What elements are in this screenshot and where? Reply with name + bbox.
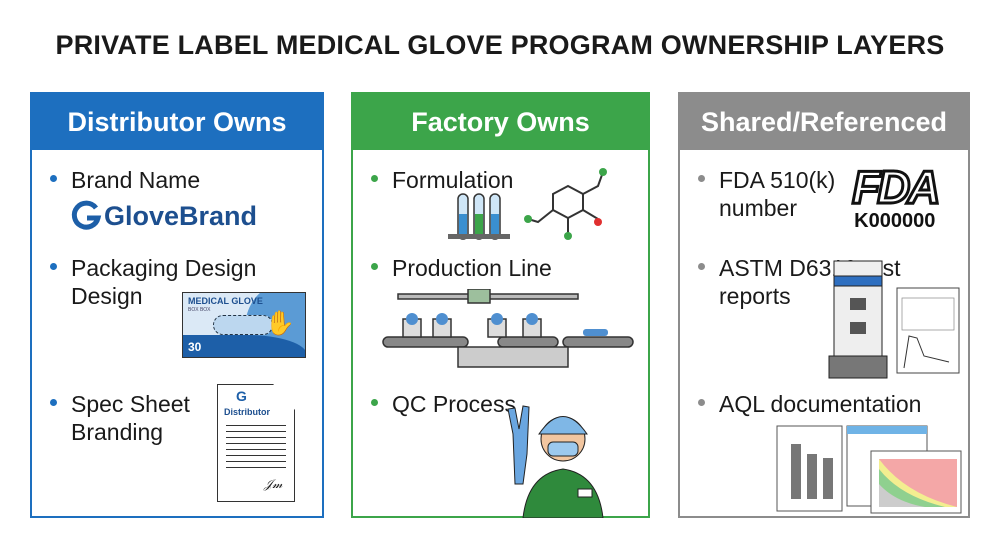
test-tubes-molecule-icon xyxy=(448,168,607,240)
list-item-fda-510k: FDA 510(k) number xyxy=(698,166,835,222)
list-item-production-line: Production Line xyxy=(371,254,552,282)
panel-header: Distributor Owns xyxy=(32,94,322,150)
aql-charts-icon xyxy=(776,425,962,514)
spec-sheet-document-icon: G Distributor 𝒥𝓂 xyxy=(217,384,295,502)
list-item-qc-process: QC Process xyxy=(371,390,516,418)
list-item-brand-name: Brand Name xyxy=(50,166,200,194)
panel-distributor: Distributor Owns Brand Name GloveBrand P… xyxy=(30,92,324,518)
tensile-tester-report-icon xyxy=(828,260,960,379)
qc-worker-icon xyxy=(507,405,604,518)
page-title: PRIVATE LABEL MEDICAL GLOVE PROGRAM OWNE… xyxy=(55,30,945,60)
panel-shared: Shared/Referenced FDA 510(k) number FDA … xyxy=(678,92,970,518)
list-item-formulation: Formulation xyxy=(371,166,513,194)
glove-box-icon: MEDICAL GLOVE BOX BOX 30 ✋ xyxy=(182,292,306,358)
list-item-spec-sheet: Spec Sheet Branding xyxy=(50,390,190,446)
panel-header: Factory Owns xyxy=(353,94,648,150)
fda-logo: FDA K000000 xyxy=(851,161,943,233)
list-item-aql-documentation: AQL documentation xyxy=(698,390,921,418)
list-item-packaging-design: Packaging Design Design xyxy=(50,254,256,310)
panel-header: Shared/Referenced xyxy=(680,94,968,150)
conveyor-line-icon xyxy=(382,289,634,368)
glovebrand-logo: GloveBrand xyxy=(70,200,257,232)
panel-factory: Factory Owns Formulation Production Line… xyxy=(351,92,650,518)
